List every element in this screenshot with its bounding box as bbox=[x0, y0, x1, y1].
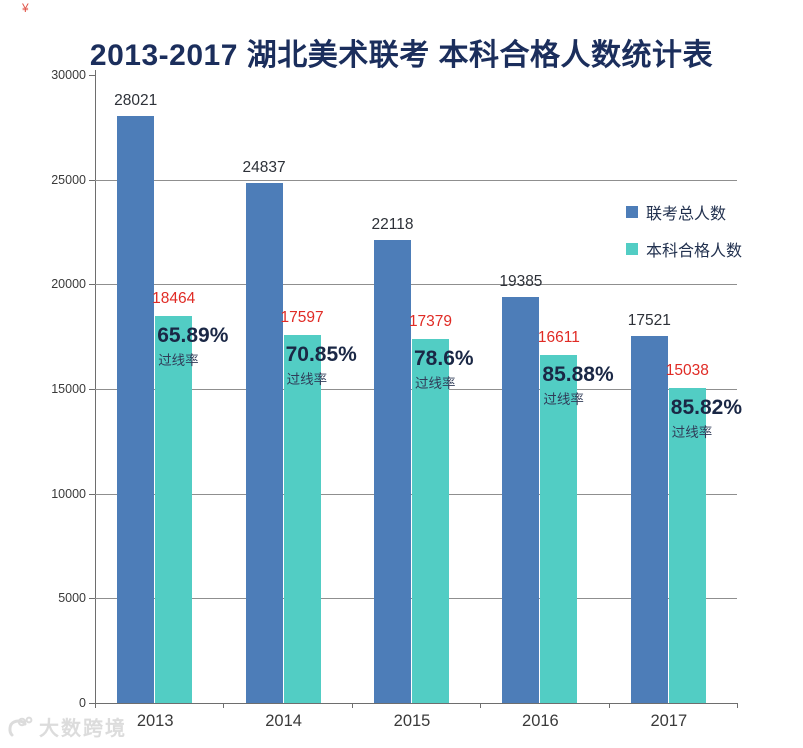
pass-rate-value: 85.88% bbox=[542, 363, 614, 387]
legend-item-qualified: 本科合格人数 bbox=[626, 237, 742, 261]
pass-rate-caption: 过线率 bbox=[543, 392, 584, 408]
bar-total bbox=[245, 183, 283, 703]
legend-swatch-total bbox=[626, 206, 638, 218]
x-axis-label: 2013 bbox=[136, 712, 174, 730]
pass-rate-value: 70.85% bbox=[285, 342, 357, 366]
y-axis-line bbox=[95, 70, 96, 703]
bar-qualified bbox=[155, 316, 193, 703]
y-axis-label: 10000 bbox=[51, 486, 86, 501]
total-value-label: 28021 bbox=[114, 92, 158, 110]
bar-total bbox=[630, 336, 668, 703]
watermark-logo-icon bbox=[8, 716, 33, 736]
x-axis-line bbox=[95, 703, 738, 704]
pass-rate-value: 85.82% bbox=[670, 396, 743, 420]
qualified-value-label: 15038 bbox=[665, 362, 709, 380]
y-axis-tick bbox=[89, 179, 95, 181]
x-axis-tick bbox=[95, 703, 96, 708]
y-axis-tick bbox=[89, 598, 95, 600]
legend-label-total: 联考总人数 bbox=[646, 206, 727, 223]
total-value-label: 22118 bbox=[371, 215, 414, 233]
bar-total bbox=[502, 297, 540, 703]
bar-total bbox=[374, 239, 411, 703]
bar-qualified bbox=[283, 334, 321, 703]
y-axis-tick bbox=[89, 703, 95, 704]
x-axis-label: 2015 bbox=[393, 712, 431, 730]
y-axis-label: 25000 bbox=[51, 172, 86, 187]
pass-rate-value: 78.6% bbox=[414, 347, 474, 371]
legend-swatch-qualified bbox=[626, 243, 638, 255]
legend: 联考总人数 本科合格人数 bbox=[626, 200, 742, 274]
x-axis-label: 2016 bbox=[522, 712, 559, 730]
y-axis-label: 20000 bbox=[51, 277, 86, 292]
pass-rate-caption: 过线率 bbox=[671, 425, 713, 441]
legend-label-qualified: 本科合格人数 bbox=[646, 243, 743, 260]
y-axis-label: 0 bbox=[79, 696, 86, 710]
qualified-value-label: 16611 bbox=[537, 329, 580, 347]
qualified-value-label: 18464 bbox=[152, 290, 196, 308]
x-axis-tick bbox=[608, 703, 610, 708]
bar-qualified bbox=[668, 388, 706, 703]
gridline bbox=[95, 179, 737, 181]
bar-qualified bbox=[412, 339, 449, 703]
x-axis-tick bbox=[480, 703, 482, 708]
pass-rate-caption: 过线率 bbox=[158, 353, 199, 369]
y-axis-label: 30000 bbox=[51, 68, 86, 82]
gridline bbox=[95, 284, 737, 286]
y-axis-tick bbox=[89, 389, 95, 390]
total-value-label: 19385 bbox=[499, 273, 543, 291]
pass-rate-caption: 过线率 bbox=[286, 371, 328, 387]
y-axis-tick bbox=[89, 284, 95, 286]
y-axis-label: 15000 bbox=[51, 382, 86, 396]
watermark: 大数跨境 bbox=[6, 712, 127, 741]
bar-qualified bbox=[540, 355, 578, 703]
x-axis-label: 2014 bbox=[265, 712, 302, 730]
x-axis-tick bbox=[223, 703, 225, 708]
watermark-text: 大数跨境 bbox=[39, 718, 127, 740]
total-value-label: 24837 bbox=[242, 159, 286, 177]
total-value-label: 17521 bbox=[627, 312, 671, 330]
chart-title: 2013-2017 湖北美术联考 本科合格人数统计表 bbox=[89, 39, 714, 72]
x-axis-tick bbox=[351, 703, 353, 708]
y-axis-tick bbox=[89, 75, 95, 76]
qualified-value-label: 17379 bbox=[408, 313, 453, 331]
x-axis-label: 2017 bbox=[650, 712, 688, 730]
y-axis-label: 5000 bbox=[58, 591, 86, 606]
pass-rate-value: 65.89% bbox=[157, 324, 229, 348]
x-axis-tick bbox=[737, 703, 738, 708]
y-axis-tick bbox=[89, 493, 95, 495]
pass-rate-caption: 过线率 bbox=[415, 376, 456, 392]
corner-red-mark: ¥ bbox=[22, 1, 29, 15]
qualified-value-label: 17597 bbox=[280, 308, 324, 326]
bar-total bbox=[117, 116, 155, 703]
legend-item-total: 联考总人数 bbox=[626, 200, 742, 224]
